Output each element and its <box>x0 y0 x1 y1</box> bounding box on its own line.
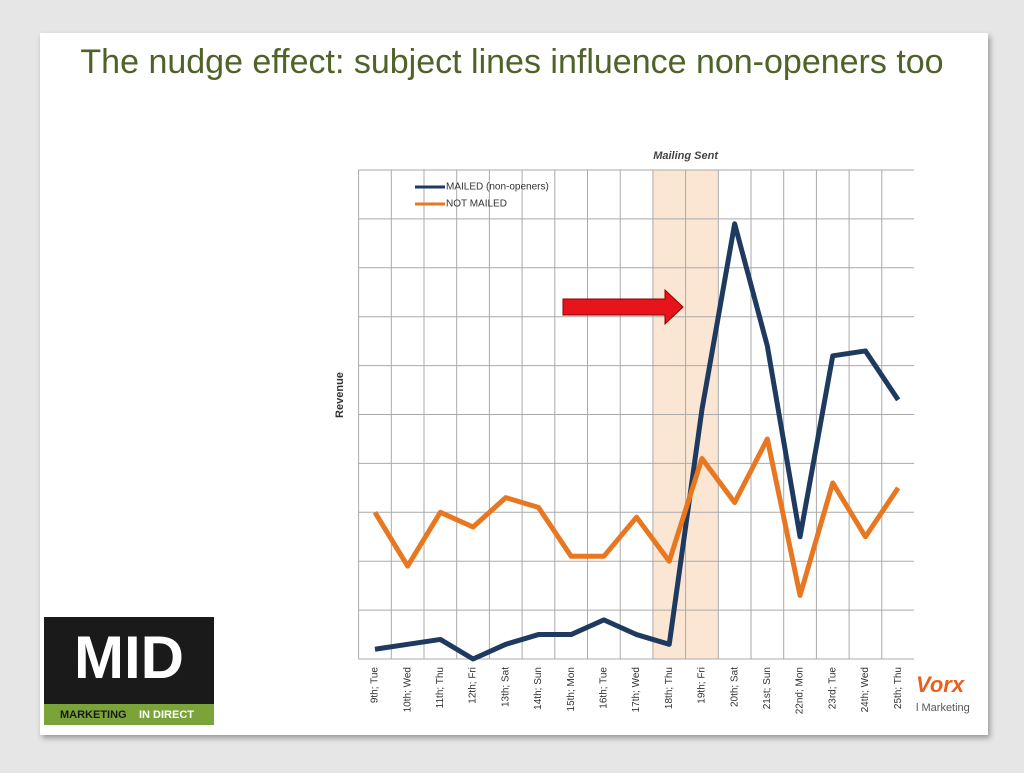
right-logo-tag: l Marketing <box>916 702 970 714</box>
arrow <box>562 288 684 326</box>
series-line <box>372 436 901 598</box>
x-tick-label: 20th; Sat <box>729 667 740 707</box>
x-tick-label: 22nd; Mon <box>795 667 806 714</box>
x-tick-label: 16th; Tue <box>598 667 609 709</box>
x-tick-label: 9th; Tue <box>370 667 381 704</box>
mid-logo-tag: IN DIRECT <box>139 709 194 721</box>
slide-title: The nudge effect: subject lines influenc… <box>80 43 943 81</box>
legend-label: NOT MAILED <box>446 199 507 210</box>
chart: Mailing Sent 9th; Tue 10th; Wed 11th; Thu 12… <box>334 150 914 714</box>
x-tick-label: 19th; Fri <box>697 667 708 704</box>
right-logo: Vorx <box>916 672 965 697</box>
chart-area <box>315 140 914 734</box>
series-line <box>374 221 901 662</box>
x-tick-label: 18th; Thu <box>664 667 675 709</box>
x-tick-label: 15th; Mon <box>566 667 577 711</box>
x-tick-label: 25th; Thu <box>893 667 904 709</box>
mid-logo-text: MID <box>74 624 184 691</box>
x-tick-label: 11th; Thu <box>435 667 446 708</box>
slide-title-text: The nudge effect: subject lines influenc… <box>80 43 943 81</box>
x-tick-label: 21st; Sun <box>762 667 773 709</box>
legend-label: MAILED (non-openers) <box>446 182 549 193</box>
annotation: Mailing Sent <box>653 150 719 162</box>
y-axis-label: Revenue <box>334 372 346 418</box>
x-tick-label: 24th; Wed <box>860 667 871 712</box>
x-tick-label: 14th; Sun <box>533 667 544 710</box>
x-tick-label: 23rd; Tue <box>827 667 838 710</box>
mid-logo-band <box>44 704 214 725</box>
x-tick-label: 12th; Fri <box>468 667 479 704</box>
x-tick-label: 10th; Wed <box>402 667 413 712</box>
mid-logo-tag: MARKETING <box>60 709 127 721</box>
x-tick-label: 17th; Wed <box>631 667 642 712</box>
x-tick-label: 13th; Sat <box>500 667 511 707</box>
